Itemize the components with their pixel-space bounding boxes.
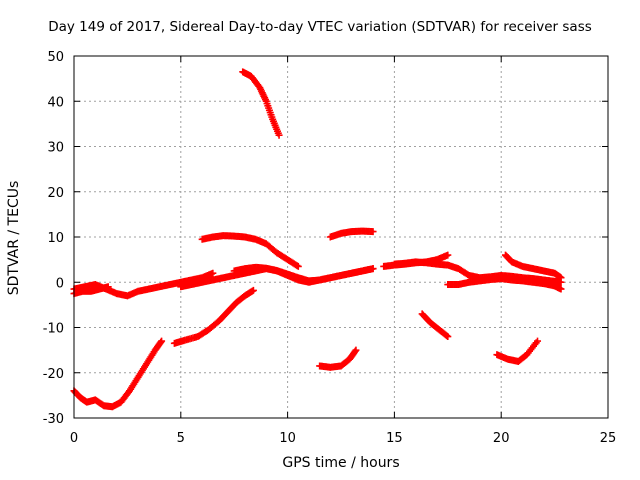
x-tick-label: 10: [279, 431, 296, 446]
plot-frame: [73, 55, 609, 419]
data-point: [557, 285, 565, 293]
y-tick-label: 50: [47, 50, 64, 65]
series-arc-16: [493, 337, 542, 365]
x-tick-label: 5: [177, 431, 185, 446]
y-tick-label: 10: [47, 231, 64, 246]
data-point: [369, 228, 377, 236]
series-arc-9: [326, 227, 377, 241]
y-tick-label: 40: [47, 95, 64, 110]
series-arc-4: [198, 232, 302, 270]
series-arc-2: [170, 286, 257, 347]
x-tick-label: 0: [70, 431, 78, 446]
data-point: [444, 251, 452, 259]
grid-lines: [74, 56, 608, 418]
data-point: [444, 333, 452, 341]
data-point: [104, 283, 112, 291]
data-point: [351, 347, 359, 355]
y-tick-label: 0: [56, 276, 64, 291]
series-arc-8: [230, 263, 377, 285]
series-arc-15: [418, 310, 452, 341]
data-point: [157, 338, 165, 346]
series-arc-12: [380, 251, 452, 270]
data-point: [369, 265, 377, 273]
data-point: [158, 337, 166, 345]
series-arc-10: [316, 346, 360, 371]
data-point: [534, 337, 542, 345]
data-point: [209, 269, 217, 277]
series-arc-14: [501, 251, 565, 282]
y-tick-label: 30: [47, 141, 64, 156]
data-point: [249, 286, 257, 294]
chart-title: Day 149 of 2017, Sidereal Day-to-day VTE…: [48, 19, 592, 35]
series-arc-1: [70, 337, 166, 411]
x-axis-label: GPS time / hours: [282, 455, 400, 471]
series-arc-6: [70, 283, 112, 298]
y-tick-label: 20: [47, 186, 64, 201]
data-point: [443, 332, 451, 340]
y-tick-label: -30: [43, 412, 64, 427]
x-tick-label: 20: [493, 431, 510, 446]
data-point: [294, 262, 302, 270]
y-tick-label: -10: [43, 322, 64, 337]
axis-ticks: 0 5 10 15 20 25 -30 -20 -10 0 10 20 30 40 50: [43, 50, 617, 446]
x-tick-label: 15: [386, 431, 403, 446]
data-marks: [70, 68, 565, 411]
data-point: [293, 262, 301, 270]
data-point: [557, 274, 565, 282]
series-arc-3: [239, 68, 283, 139]
data-point: [275, 131, 283, 139]
series-arc-13: [444, 275, 565, 293]
y-tick-label: -20: [43, 367, 64, 382]
x-tick-label: 25: [600, 431, 617, 446]
data-point: [352, 346, 360, 354]
